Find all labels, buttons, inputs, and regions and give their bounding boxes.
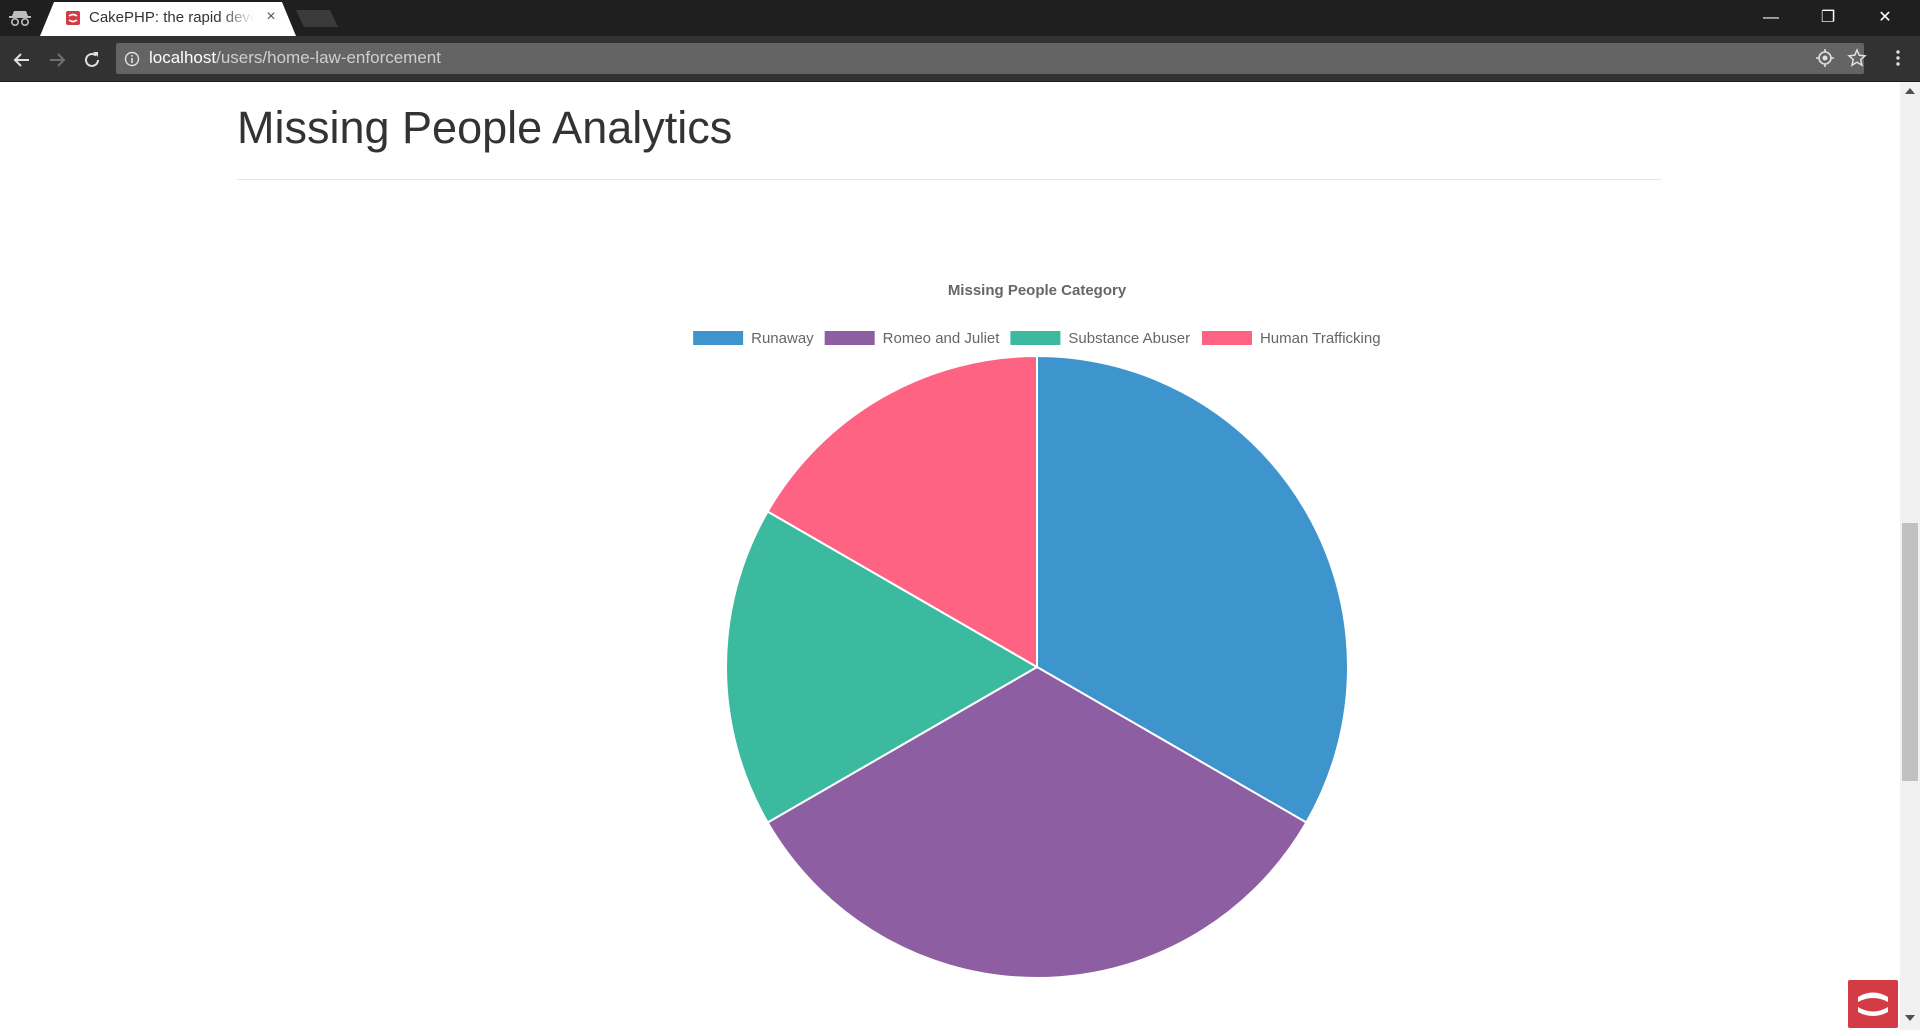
address-url[interactable]: localhost/users/home-law-enforcement — [149, 48, 441, 68]
chart-legend: Runaway Romeo and Juliet Substance Abuser H… — [693, 330, 1381, 347]
pie-chart: Missing People Category Runaway Romeo and… — [693, 282, 1381, 979]
scroll-down-arrow-icon[interactable] — [1905, 1015, 1915, 1021]
scrollbar-thumb[interactable] — [1902, 523, 1918, 781]
address-bar[interactable] — [116, 43, 1864, 74]
forward-arrow-icon[interactable] — [44, 47, 70, 73]
legend-label[interactable]: Romeo and Juliet — [883, 330, 1001, 347]
legend-swatch[interactable] — [693, 331, 744, 345]
pie-slice-runaway[interactable] — [1036, 354, 1349, 824]
tab-close-icon[interactable]: × — [266, 8, 276, 25]
tab-title: CakePHP: the rapid development php frame… — [89, 9, 254, 26]
site-info-icon[interactable] — [124, 51, 140, 67]
chart-title: Missing People Category — [948, 282, 1127, 299]
location-target-icon[interactable] — [1816, 49, 1834, 67]
browser-tab-active[interactable] — [40, 2, 296, 36]
pie-slice-substance-abuser[interactable] — [725, 510, 1040, 824]
window-close-button[interactable]: ✕ — [1878, 9, 1892, 26]
url-host: localhost — [149, 48, 217, 67]
back-arrow-icon[interactable] — [9, 47, 35, 73]
new-tab-button[interactable] — [296, 10, 338, 27]
browser-menu-icon[interactable] — [1888, 48, 1908, 68]
title-divider — [237, 179, 1661, 180]
scroll-up-arrow-icon[interactable] — [1905, 88, 1915, 94]
incognito-icon — [9, 11, 31, 27]
pie-slices — [725, 354, 1349, 979]
legend-label[interactable]: Substance Abuser — [1068, 330, 1190, 347]
bookmark-star-icon[interactable] — [1847, 48, 1867, 68]
cakephp-favicon-icon — [66, 11, 80, 25]
window-minimize-button[interactable]: — — [1763, 9, 1779, 26]
url-path: /users/home-law-enforcement — [216, 48, 441, 67]
cakephp-debug-kit-icon[interactable] — [1848, 980, 1898, 1028]
legend-label[interactable]: Human Trafficking — [1260, 330, 1381, 347]
window-maximize-button[interactable]: ❐ — [1820, 9, 1836, 26]
page-title: Missing People Analytics — [237, 102, 733, 153]
legend-swatch[interactable] — [1010, 331, 1061, 345]
reload-icon[interactable] — [79, 47, 105, 73]
legend-swatch[interactable] — [1201, 331, 1252, 345]
legend-swatch[interactable] — [824, 331, 875, 345]
pie-slice-human-trafficking[interactable] — [766, 354, 1038, 669]
pie-slice-romeo-and-juliet[interactable] — [766, 665, 1308, 979]
legend-label[interactable]: Runaway — [751, 330, 814, 347]
